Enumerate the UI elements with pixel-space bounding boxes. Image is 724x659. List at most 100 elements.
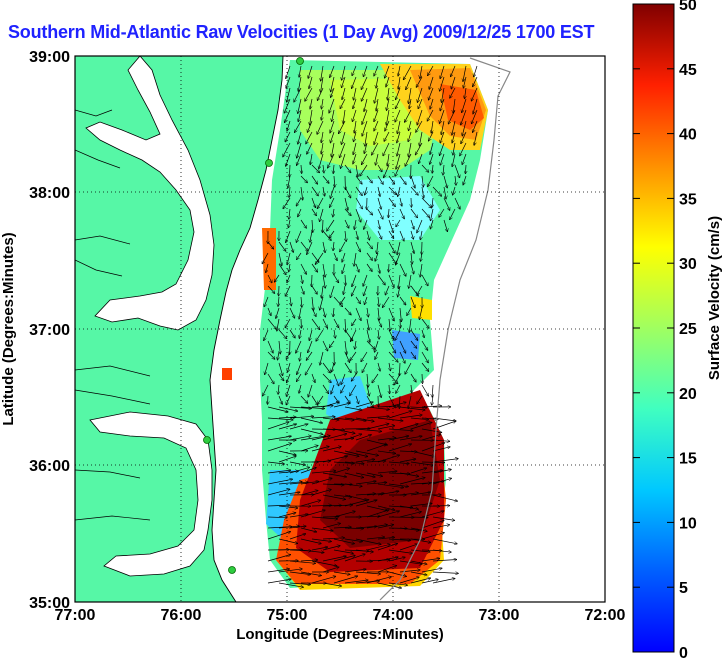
velocity-arrow [297, 142, 302, 158]
velocity-arrow [420, 230, 422, 240]
velocity-arrow [408, 142, 412, 157]
velocity-arrow [285, 285, 291, 296]
velocity-arrow [410, 230, 414, 239]
velocity-arrow [344, 461, 364, 464]
velocity-arrow [300, 549, 324, 553]
velocity-arrow [322, 318, 328, 328]
velocity-arrow [374, 340, 379, 352]
velocity-arrow [300, 263, 307, 274]
velocity-arrow [289, 436, 311, 441]
velocity-arrow [344, 186, 351, 198]
velocity-arrow [408, 87, 412, 104]
velocity-arrow [422, 186, 424, 198]
velocity-arrow [316, 329, 324, 341]
velocity-arrow [410, 186, 418, 195]
velocity-arrow [267, 274, 272, 283]
velocity-arrow [471, 109, 478, 124]
velocity-arrow [399, 570, 420, 573]
velocity-arrow [410, 241, 414, 254]
velocity-arrow [310, 109, 313, 125]
velocity-arrow [350, 329, 357, 342]
velocity-arrow [344, 434, 362, 441]
velocity-arrow [331, 87, 335, 98]
velocity-arrow [340, 153, 346, 169]
velocity-arrow [267, 241, 274, 249]
velocity-arrow [471, 87, 478, 101]
velocity-arrow [399, 175, 406, 185]
velocity-arrow [377, 175, 383, 184]
velocity-arrow [441, 87, 445, 103]
velocity-arrow [364, 98, 368, 112]
velocity-arrow [278, 456, 296, 463]
velocity-arrow [397, 120, 401, 134]
velocity-arrow [364, 219, 368, 230]
velocity-arrow [267, 505, 290, 506]
velocity-arrow [396, 87, 401, 100]
velocity-arrow [322, 447, 341, 452]
velocity-arrow [462, 120, 467, 136]
velocity-arrow [277, 318, 280, 331]
velocity-arrow [341, 131, 346, 145]
velocity-arrow [301, 164, 302, 174]
velocity-arrow [322, 373, 331, 383]
velocity-arrow [374, 109, 379, 122]
velocity-arrow [443, 164, 444, 175]
velocity-arrow [322, 384, 329, 394]
velocity-arrow [278, 241, 286, 251]
velocity-arrow [344, 307, 351, 315]
velocity-arrow [300, 500, 321, 507]
velocity-arrow [378, 307, 379, 320]
velocity-arrow [340, 241, 346, 252]
velocity-arrow [305, 362, 313, 375]
velocity-arrow [377, 544, 398, 551]
velocity-arrow [384, 131, 390, 141]
velocity-arrow [395, 329, 401, 340]
velocity-arrow [286, 153, 291, 166]
y-axis-label: Latitude (Degrees:Minutes) [0, 232, 17, 425]
velocity-arrow [355, 435, 372, 441]
velocity-arrow [410, 571, 427, 575]
velocity-arrow [289, 329, 295, 338]
velocity-arrow [300, 241, 308, 251]
velocity-arrow [399, 560, 422, 564]
velocity-arrow [388, 197, 395, 207]
velocity-arrow [333, 494, 352, 497]
velocity-arrow [322, 429, 345, 430]
velocity-arrow [311, 175, 318, 184]
velocity-arrow [305, 87, 313, 101]
velocity-arrow [288, 219, 290, 228]
velocity-arrow [334, 329, 335, 338]
velocity-arrow [278, 526, 299, 529]
chart-title: Southern Mid-Atlantic Raw Velocities (1 … [8, 22, 595, 42]
colorbar-tick: 0 [679, 645, 688, 659]
velocity-arrow [285, 318, 291, 328]
velocity-arrow [289, 467, 310, 474]
velocity-arrow [289, 461, 306, 465]
velocity-arrow [289, 416, 314, 419]
velocity-arrow [377, 483, 404, 488]
velocity-arrow [342, 263, 346, 274]
velocity-arrow [411, 252, 412, 264]
velocity-arrow [355, 500, 377, 507]
velocity-arrow [383, 142, 390, 156]
velocity-arrow [366, 505, 387, 511]
velocity-arrow [311, 489, 331, 496]
velocity-arrow [298, 208, 302, 217]
velocity-arrow [420, 65, 423, 79]
velocity-arrow [340, 296, 346, 305]
velocity-arrow [289, 514, 308, 518]
velocity-arrow [397, 142, 401, 156]
velocity-arrow [307, 142, 313, 154]
velocity-arrow [410, 175, 415, 188]
velocity-arrow [306, 131, 313, 144]
velocity-arrow [432, 197, 433, 207]
velocity-arrow [306, 351, 313, 360]
velocity-arrow [418, 98, 423, 109]
velocity-arrow [268, 395, 269, 404]
velocity-arrow [317, 120, 324, 134]
velocity-arrow [278, 362, 283, 376]
velocity-arrow [452, 131, 456, 143]
velocity-arrow [355, 581, 380, 584]
velocity-arrow [311, 516, 338, 519]
velocity-arrow [388, 186, 397, 195]
